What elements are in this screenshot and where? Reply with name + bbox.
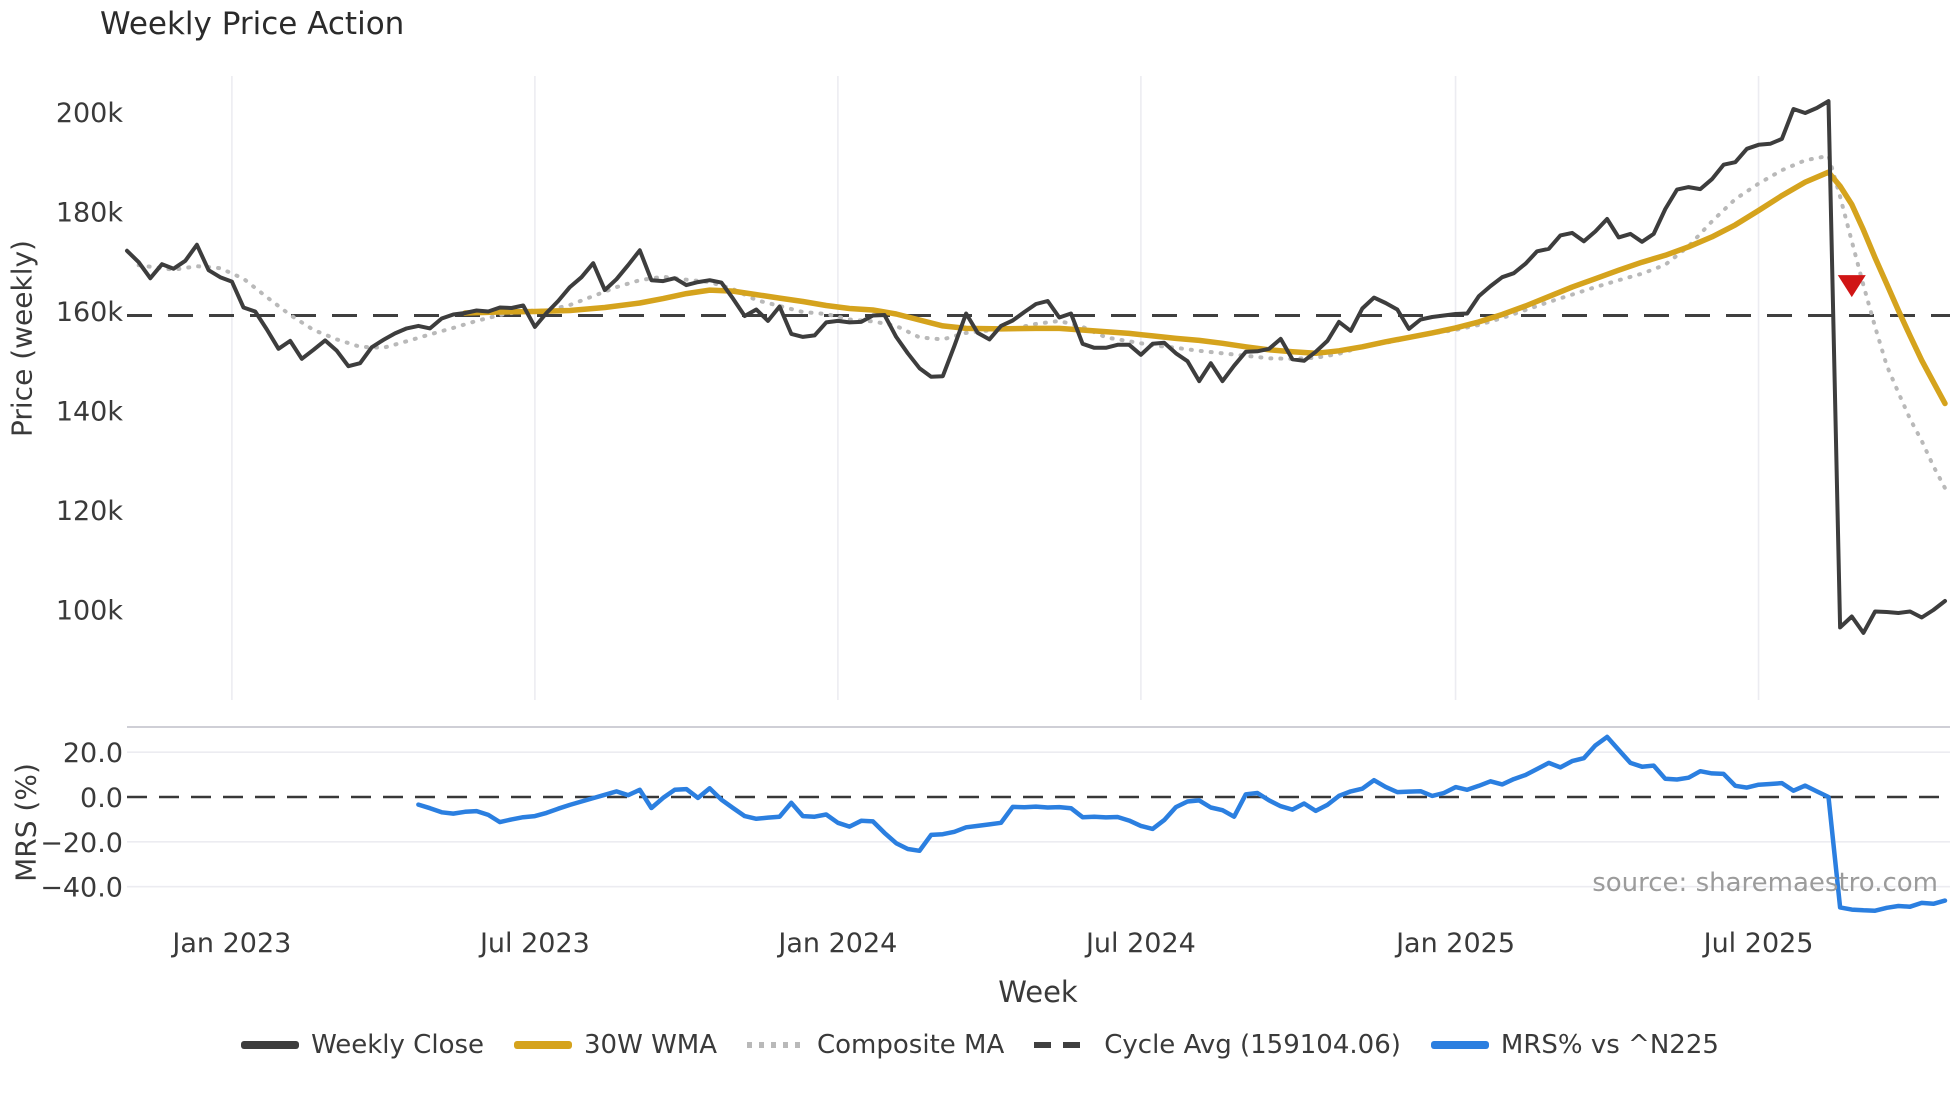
mrs-tick-label: 0.0 xyxy=(80,783,123,814)
legend-item-weekly-close: Weekly Close xyxy=(241,1030,484,1060)
x-tick-label: Jul 2023 xyxy=(478,928,590,959)
mrs-tick-label: −40.0 xyxy=(40,873,123,904)
legend-item-30w-wma: 30W WMA xyxy=(514,1030,717,1060)
composite-ma-line xyxy=(136,153,1947,491)
weekly-close-swatch-icon xyxy=(241,1041,300,1049)
legend-item-mrs: MRS% vs ^N225 xyxy=(1430,1030,1719,1060)
x-axis-title: Week xyxy=(998,975,1078,1009)
mrs-tick-label: −20.0 xyxy=(40,828,123,859)
legend-item-composite-ma: Composite MA xyxy=(747,1030,1004,1060)
x-tick-label: Jan 2025 xyxy=(1394,928,1515,959)
x-tick-label: Jul 2024 xyxy=(1084,928,1196,959)
mrs-line xyxy=(416,734,1948,913)
composite-swatch-icon xyxy=(747,1042,805,1048)
wma-swatch-icon xyxy=(514,1041,573,1049)
x-tick-label: Jan 2023 xyxy=(170,928,291,959)
cycle-avg-swatch-icon xyxy=(1034,1042,1093,1048)
chart-title: Weekly Price Action xyxy=(100,6,405,42)
legend-label: 30W WMA xyxy=(584,1030,717,1060)
legend-label: Cycle Avg (159104.06) xyxy=(1104,1030,1401,1060)
price-tick-label: 100k xyxy=(56,596,124,627)
legend-label: MRS% vs ^N225 xyxy=(1500,1030,1719,1060)
legend-label: Composite MA xyxy=(817,1030,1005,1060)
price-tick-label: 140k xyxy=(56,397,124,428)
x-tick-label: Jul 2025 xyxy=(1702,928,1814,959)
mrs-axis-title: MRS (%) xyxy=(9,763,43,882)
legend-item-cycle-avg: Cycle Avg (159104.06) xyxy=(1034,1030,1401,1060)
weekly-close-line xyxy=(125,99,1947,635)
mrs-swatch-icon xyxy=(1430,1041,1489,1049)
mrs-tick-label: 20.0 xyxy=(63,738,123,769)
price-axis-title: Price (weekly) xyxy=(5,240,39,437)
price-tick-label: 120k xyxy=(56,496,124,527)
crash-marker-icon xyxy=(1837,275,1866,298)
legend: Weekly Close 30W WMA Composite MA Cycle … xyxy=(0,1030,1960,1060)
price-tick-label: 180k xyxy=(56,198,124,229)
price-tick-label: 160k xyxy=(56,297,124,328)
source-credit: source: sharemaestro.com xyxy=(1592,868,1938,898)
legend-label: Weekly Close xyxy=(311,1030,485,1060)
price-tick-label: 200k xyxy=(56,98,124,129)
x-tick-label: Jan 2024 xyxy=(776,928,897,959)
